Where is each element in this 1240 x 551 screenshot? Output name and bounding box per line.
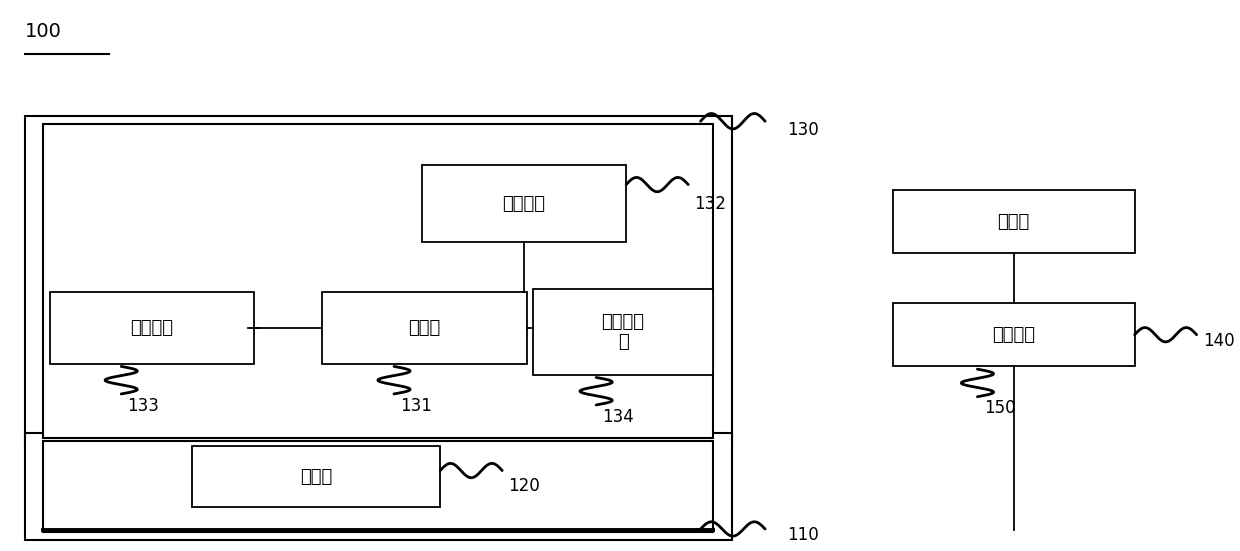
Text: 拓扑设备: 拓扑设备 bbox=[992, 326, 1035, 344]
Text: 150: 150 bbox=[983, 399, 1016, 418]
Bar bbox=[422, 165, 626, 242]
Text: 处理器: 处理器 bbox=[408, 319, 441, 337]
Bar bbox=[43, 441, 713, 532]
Bar bbox=[43, 124, 713, 438]
Text: 通信单元: 通信单元 bbox=[502, 195, 546, 213]
Text: 互感器: 互感器 bbox=[300, 468, 332, 485]
Text: 140: 140 bbox=[1203, 332, 1235, 349]
Bar bbox=[192, 446, 440, 507]
Bar bbox=[893, 190, 1135, 253]
Bar bbox=[25, 433, 732, 540]
Text: 检测单元: 检测单元 bbox=[130, 319, 174, 337]
Bar bbox=[50, 292, 254, 364]
Bar bbox=[893, 303, 1135, 366]
Text: 134: 134 bbox=[603, 408, 634, 426]
Text: 133: 133 bbox=[128, 397, 159, 415]
Bar bbox=[25, 116, 732, 446]
Text: 100: 100 bbox=[25, 22, 62, 41]
Text: 120: 120 bbox=[508, 477, 541, 495]
Bar bbox=[322, 292, 527, 364]
Text: 131: 131 bbox=[401, 397, 432, 415]
Text: 110: 110 bbox=[787, 526, 820, 544]
Text: 第一存储
器: 第一存储 器 bbox=[601, 312, 645, 352]
Text: 上位机: 上位机 bbox=[997, 213, 1030, 231]
Text: 130: 130 bbox=[787, 121, 820, 139]
Text: 132: 132 bbox=[694, 195, 727, 213]
Bar bbox=[533, 289, 713, 375]
